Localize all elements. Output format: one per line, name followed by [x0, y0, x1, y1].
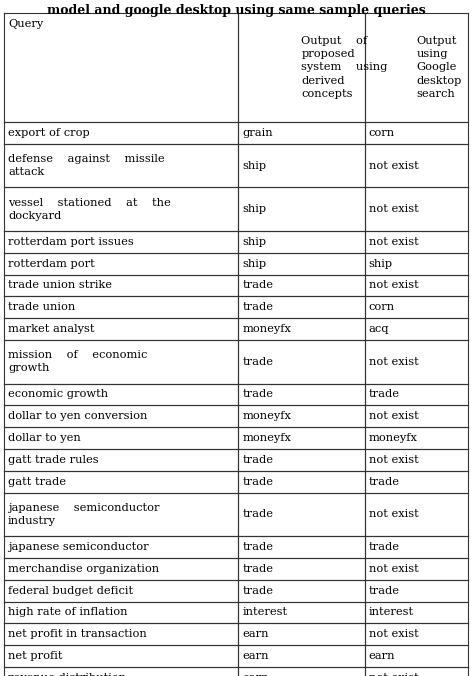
Text: not exist: not exist: [369, 629, 418, 639]
Text: not exist: not exist: [369, 510, 418, 519]
Text: moneyfx: moneyfx: [242, 324, 291, 334]
Text: acq: acq: [369, 324, 389, 334]
Text: ship: ship: [242, 237, 267, 247]
Text: not exist: not exist: [369, 357, 418, 367]
Text: not exist: not exist: [369, 281, 418, 291]
Text: trade: trade: [242, 281, 273, 291]
Text: moneyfx: moneyfx: [369, 433, 417, 443]
Text: net profit: net profit: [8, 651, 62, 661]
Text: ship: ship: [242, 204, 267, 214]
Text: trade: trade: [242, 585, 273, 596]
Text: dollar to yen: dollar to yen: [8, 433, 81, 443]
Text: ship: ship: [369, 259, 393, 268]
Text: ship: ship: [242, 259, 267, 268]
Text: not exist: not exist: [369, 237, 418, 247]
Text: moneyfx: moneyfx: [242, 433, 291, 443]
Text: revenue distribution: revenue distribution: [8, 673, 126, 676]
Text: trade: trade: [242, 510, 273, 519]
Text: net profit in transaction: net profit in transaction: [8, 629, 147, 639]
Text: not exist: not exist: [369, 455, 418, 465]
Text: grain: grain: [242, 128, 273, 138]
Text: corn: corn: [369, 128, 395, 138]
Text: market analyst: market analyst: [8, 324, 94, 334]
Text: gatt trade: gatt trade: [8, 477, 66, 487]
Text: Query: Query: [8, 19, 43, 29]
Text: federal budget deficit: federal budget deficit: [8, 585, 133, 596]
Text: corn: corn: [369, 302, 395, 312]
Text: Output    of
proposed
system    using
derived
concepts: Output of proposed system using derived …: [302, 36, 388, 99]
Text: interest: interest: [369, 608, 413, 617]
Text: interest: interest: [242, 608, 287, 617]
Text: trade: trade: [369, 585, 399, 596]
Text: trade: trade: [242, 564, 273, 574]
Text: vessel    stationed    at    the
dockyard: vessel stationed at the dockyard: [8, 197, 171, 221]
Text: trade: trade: [242, 302, 273, 312]
Text: trade: trade: [369, 477, 399, 487]
Text: trade: trade: [242, 389, 273, 400]
Text: japanese    semiconductor
industry: japanese semiconductor industry: [8, 503, 160, 526]
Text: not exist: not exist: [369, 564, 418, 574]
Text: earn: earn: [242, 629, 269, 639]
Text: model and google desktop using same sample queries: model and google desktop using same samp…: [47, 4, 425, 17]
Text: Output
using
Google
desktop
search: Output using Google desktop search: [416, 36, 462, 99]
Text: japanese semiconductor: japanese semiconductor: [8, 542, 149, 552]
Text: export of crop: export of crop: [8, 128, 90, 138]
Text: rotterdam port issues: rotterdam port issues: [8, 237, 134, 247]
Text: not exist: not exist: [369, 204, 418, 214]
Text: defense    against    missile
attack: defense against missile attack: [8, 154, 165, 177]
Text: trade: trade: [369, 542, 399, 552]
Text: trade: trade: [369, 389, 399, 400]
Text: trade: trade: [242, 455, 273, 465]
Text: trade: trade: [242, 477, 273, 487]
Text: rotterdam port: rotterdam port: [8, 259, 95, 268]
Text: economic growth: economic growth: [8, 389, 108, 400]
Text: earn: earn: [369, 651, 395, 661]
Text: ship: ship: [242, 161, 267, 170]
Text: dollar to yen conversion: dollar to yen conversion: [8, 411, 147, 421]
Text: earn: earn: [242, 651, 269, 661]
Text: mission    of    economic
growth: mission of economic growth: [8, 350, 147, 373]
Text: trade union strike: trade union strike: [8, 281, 112, 291]
Text: earn: earn: [242, 673, 269, 676]
Text: merchandise organization: merchandise organization: [8, 564, 159, 574]
Text: gatt trade rules: gatt trade rules: [8, 455, 99, 465]
Text: high rate of inflation: high rate of inflation: [8, 608, 127, 617]
Text: trade: trade: [242, 542, 273, 552]
Text: moneyfx: moneyfx: [242, 411, 291, 421]
Text: trade: trade: [242, 357, 273, 367]
Text: not exist: not exist: [369, 161, 418, 170]
Text: not exist: not exist: [369, 411, 418, 421]
Text: trade union: trade union: [8, 302, 75, 312]
Text: not exist: not exist: [369, 673, 418, 676]
